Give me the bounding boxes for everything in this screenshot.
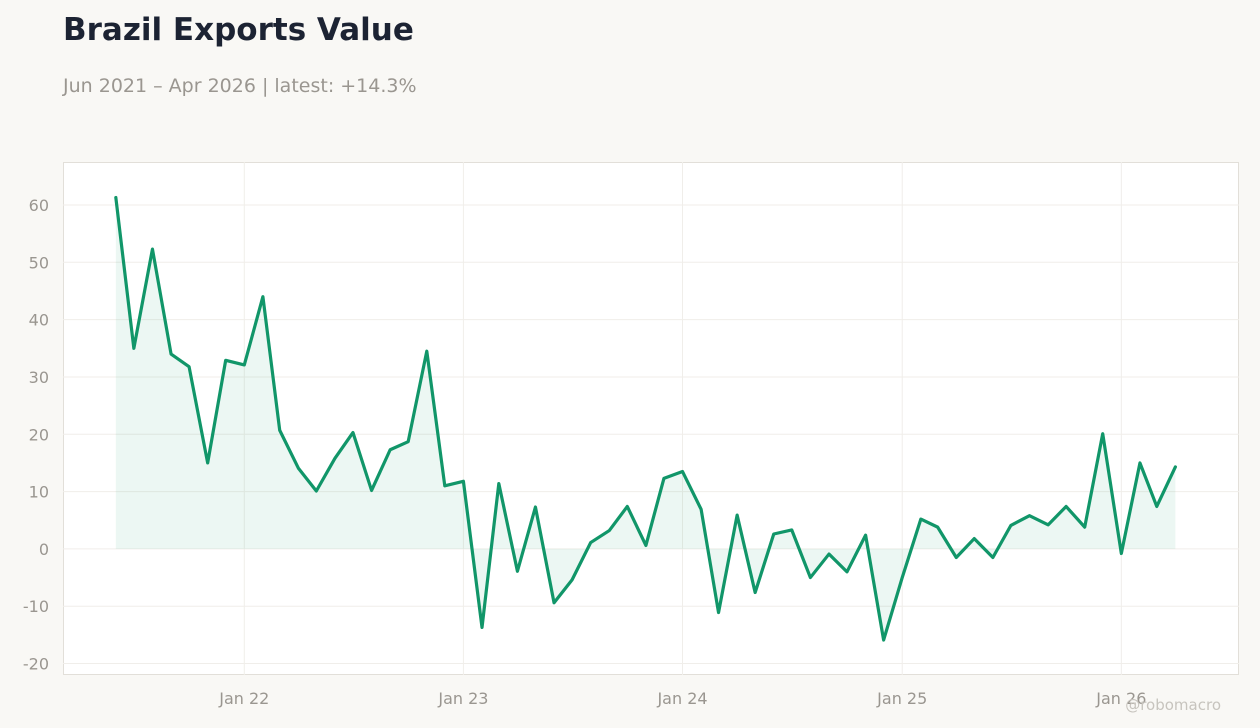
series-area bbox=[115, 197, 1176, 641]
gridlines bbox=[63, 162, 1239, 675]
y-tick-label: -10 bbox=[23, 597, 49, 616]
chart-subtitle: Jun 2021 – Apr 2026 | latest: +14.3% bbox=[63, 75, 417, 97]
x-tick-label: Jan 22 bbox=[218, 689, 269, 708]
x-tick-label: Jan 23 bbox=[437, 689, 488, 708]
x-tick-label: Jan 25 bbox=[876, 689, 927, 708]
y-tick-label: 50 bbox=[29, 253, 49, 272]
y-tick-label: 20 bbox=[29, 425, 49, 444]
x-axis: Jan 22 Jan 23 Jan 24 Jan 25 Jan 26 bbox=[218, 689, 1146, 708]
x-tick-label: Jan 26 bbox=[1095, 689, 1146, 708]
series-line bbox=[114, 195, 1177, 642]
x-tick-label: Jan 24 bbox=[656, 689, 707, 708]
plot-area bbox=[63, 162, 1239, 675]
y-tick-label: 10 bbox=[29, 483, 49, 502]
area-layer bbox=[115, 197, 1176, 641]
chart-title: Brazil Exports Value bbox=[63, 12, 414, 48]
y-tick-label: 40 bbox=[29, 311, 49, 330]
line-layer bbox=[114, 195, 1177, 642]
watermark: @robomacro bbox=[1125, 696, 1221, 714]
y-tick-label: 60 bbox=[29, 196, 49, 215]
y-axis: -20 -10 0 10 20 30 40 50 60 bbox=[23, 196, 49, 674]
y-tick-label: -20 bbox=[23, 655, 49, 674]
y-tick-label: 30 bbox=[29, 368, 49, 387]
y-tick-label: 0 bbox=[39, 540, 49, 559]
